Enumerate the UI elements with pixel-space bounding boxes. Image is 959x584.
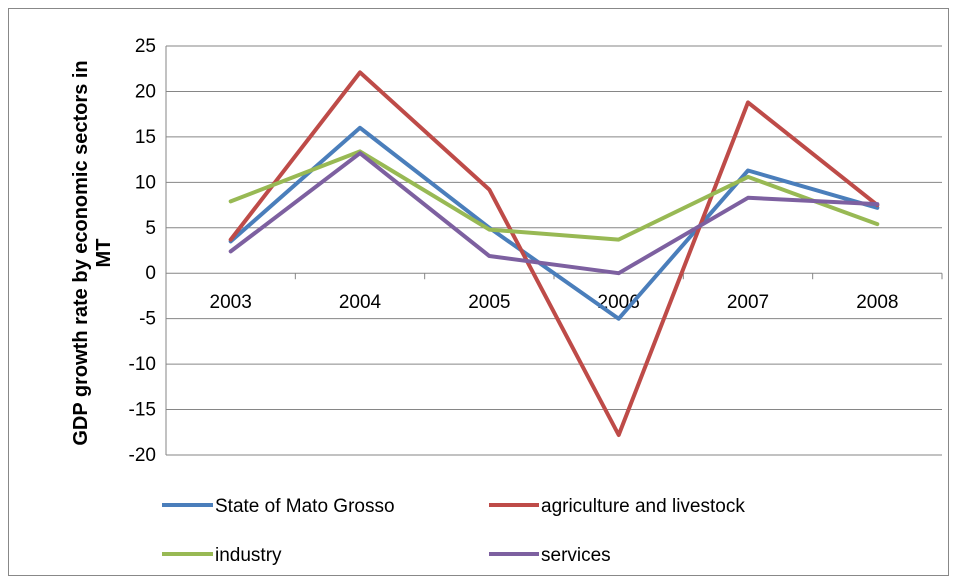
x-tick-label-1: 2004 [339,292,382,313]
x-tick-label-0: 2003 [210,292,252,313]
y-tick-label-6: -5 [139,309,156,330]
series-line-1 [228,70,880,437]
legend-item-services: services [489,545,611,566]
legend-item-agriculture: agriculture and livestock [489,496,745,517]
y-tick-label-8: -15 [129,400,156,421]
y-axis-title-line-2: MT [93,239,115,268]
legend: State of Mato Grosso agriculture and liv… [162,496,745,566]
x-tick-label-4: 2007 [727,292,769,313]
x-tick-label-2: 2005 [468,292,510,313]
y-tick-label-1: 20 [135,81,156,102]
y-tick-label-4: 5 [145,218,156,239]
series-lines [228,70,880,437]
legend-label-industry: industry [215,545,282,566]
series-line-3 [228,151,880,276]
y-tick-labels: 25 20 15 10 5 0 -5 -10 -15 -20 [129,36,156,466]
legend-item-state: State of Mato Grosso [162,496,395,517]
y-tick-label-7: -10 [129,354,156,375]
x-tick-label-5: 2008 [856,292,898,313]
series-line-0 [228,125,880,321]
legend-label-services: services [541,545,611,566]
series-line-2 [228,149,880,242]
legend-item-industry: industry [162,545,282,566]
legend-label-agriculture: agriculture and livestock [541,496,745,517]
y-tick-label-5: 0 [145,263,156,284]
y-tick-label-0: 25 [135,36,156,57]
chart-frame: 25 20 15 10 5 0 -5 -10 -15 -20 2003 2004 2005 2006 20… [8,8,949,576]
y-tick-label-9: -20 [129,445,156,466]
y-tick-label-2: 15 [135,127,156,148]
legend-label-state: State of Mato Grosso [215,496,395,517]
y-axis-title-line-1: GDP growth rate by economic sectors in [70,60,92,445]
gridlines [165,45,943,456]
y-tick-label-3: 10 [135,172,156,193]
